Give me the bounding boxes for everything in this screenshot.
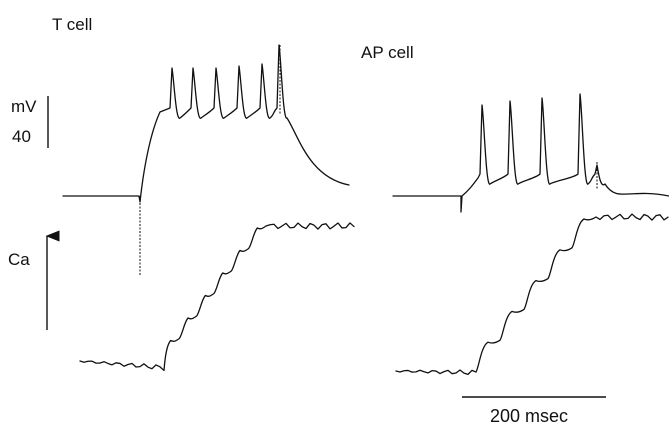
voltage-unit-label: mV [11, 97, 37, 116]
panel-title-ap-cell: AP cell [361, 43, 414, 62]
calcium-label: Ca [8, 250, 30, 269]
voltage-scale-value: 40 [12, 127, 31, 146]
t-cell-calcium-trace [79, 222, 355, 372]
time-scale-label: 200 msec [490, 406, 568, 426]
ap-cell-calcium-trace [395, 213, 669, 376]
panel-title-t-cell: T cell [52, 15, 92, 34]
t-cell-voltage-trace [62, 44, 350, 203]
ap-cell-voltage-trace [392, 93, 669, 213]
